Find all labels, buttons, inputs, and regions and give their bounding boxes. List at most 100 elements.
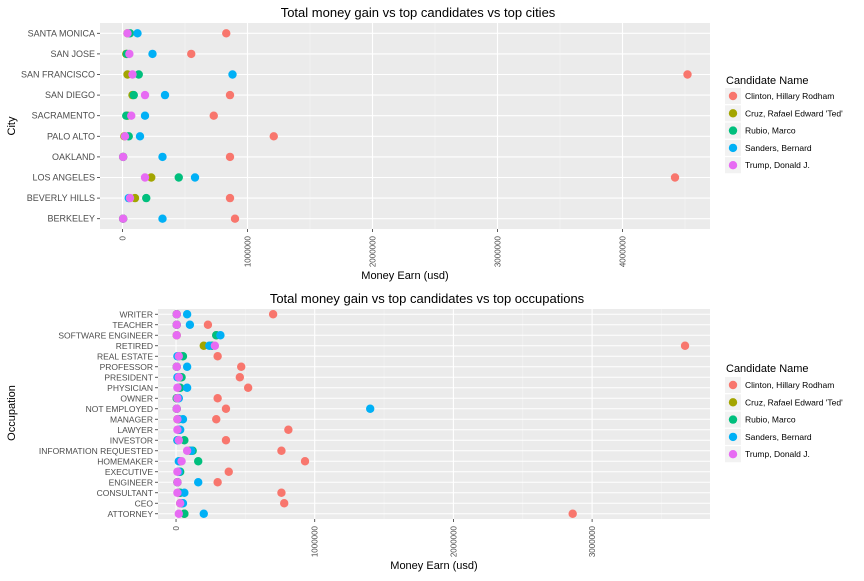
occupation-y-tick-label: HOMEMAKER <box>97 456 153 466</box>
city-point <box>125 193 135 203</box>
city-chart-title: Total money gain vs top candidates vs to… <box>281 5 556 20</box>
city-legend-swatch <box>728 109 738 118</box>
city-chart-x-tick-labels: 0 1000000 2000000 3000000 4000000 <box>119 229 628 267</box>
city-point <box>134 70 143 79</box>
occupation-chart-legend: Candidate Name Clinton, Hillary Rodham Cr… <box>725 363 843 463</box>
city-point <box>222 29 231 38</box>
city-y-tick-label: SAN DIEGO <box>45 90 95 100</box>
occupation-point <box>173 394 182 403</box>
city-y-tick-label: SAN JOSE <box>50 49 95 59</box>
occupation-point <box>173 488 182 497</box>
city-point <box>228 70 237 79</box>
occupation-chart-x-tick-labels: 0 1000000 2000000 3000000 <box>172 519 597 557</box>
city-y-tick-label: BEVERLY HILLS <box>27 193 95 203</box>
occupation-point <box>210 341 220 350</box>
city-y-tick-label: SAN FRANCISCO <box>21 70 95 80</box>
city-y-tick-label: SACRAMENTO <box>32 111 95 121</box>
occupation-point <box>284 425 293 434</box>
city-y-tick-label: PALO ALTO <box>47 131 95 141</box>
occupation-y-tick-label: NOT EMPLOYED <box>86 404 153 414</box>
city-x-tick-label: 0 <box>119 235 128 240</box>
city-point <box>174 173 183 182</box>
city-x-tick-label: 3000000 <box>494 235 503 267</box>
city-point <box>142 193 151 203</box>
occupation-point <box>172 362 181 371</box>
occupation-point <box>277 488 286 497</box>
city-point <box>135 132 145 141</box>
city-y-tick-label: BERKELEY <box>47 214 95 224</box>
city-x-tick-label: 4000000 <box>619 235 628 267</box>
occupation-point <box>277 446 286 455</box>
occupation-point <box>268 310 278 319</box>
occupation-point <box>235 373 245 382</box>
city-legend-swatch <box>728 126 738 135</box>
occupation-point <box>194 478 203 487</box>
city-point <box>118 152 128 162</box>
city-chart-x-axis-label: Money Earn (usd) <box>361 270 448 282</box>
city-point <box>158 152 167 162</box>
occupation-point <box>173 478 182 487</box>
occupation-chart-y-tick-labels: ATTORNEYCEOCONSULTANTENGINEEREXECUTIVEHO… <box>39 309 158 519</box>
city-point <box>129 90 138 100</box>
occupation-y-tick-label: RETIRED <box>116 341 153 351</box>
occupation-legend-swatch <box>728 415 738 424</box>
city-point <box>140 111 150 120</box>
occupation-point <box>182 310 192 319</box>
city-point <box>118 214 128 223</box>
occupation-legend-label: Cruz, Rafael Edward 'Ted' <box>745 397 843 407</box>
city-point <box>230 214 240 223</box>
city-chart: Total money gain vs top candidates vs to… <box>6 5 843 282</box>
occupation-y-tick-label: PHYSICIAN <box>107 383 153 393</box>
occupation-point <box>172 331 181 340</box>
occupation-point <box>174 509 184 518</box>
city-point <box>187 49 196 59</box>
occupation-point <box>182 383 192 392</box>
occupation-point <box>172 320 181 329</box>
occupation-y-tick-label: CONSULTANT <box>97 488 153 498</box>
occupation-y-tick-label: CEO <box>135 498 154 508</box>
occupation-point <box>185 320 195 329</box>
occupation-point <box>213 352 222 361</box>
city-point <box>120 132 130 141</box>
occupation-chart-legend-title: Candidate Name <box>726 363 809 375</box>
occupation-y-tick-label: PRESIDENT <box>104 372 153 382</box>
city-point <box>148 49 157 59</box>
city-point <box>225 152 235 162</box>
occupation-point <box>173 467 182 476</box>
city-point <box>683 70 692 79</box>
occupation-legend-label: Sanders, Bernard <box>745 432 812 442</box>
occupation-point <box>568 509 577 518</box>
occupation-chart-x-axis-label: Money Earn (usd) <box>390 560 477 572</box>
occupation-point <box>172 310 181 319</box>
occupation-point <box>173 383 182 392</box>
occupation-y-tick-label: SOFTWARE ENGINEER <box>58 330 153 340</box>
occupation-point <box>174 373 184 382</box>
city-chart-gridlines <box>100 23 710 229</box>
occupation-legend-label: Trump, Donald J. <box>745 449 810 459</box>
occupation-chart-gridlines <box>158 309 710 519</box>
city-point <box>225 90 235 100</box>
occupation-point <box>212 415 221 424</box>
occupation-point <box>172 404 181 413</box>
occupation-point <box>280 499 289 508</box>
occupation-point <box>194 457 203 466</box>
occupation-y-tick-label: REAL ESTATE <box>97 351 153 361</box>
city-chart-legend: Candidate Name Clinton, Hillary Rodham Cr… <box>725 75 843 174</box>
occupation-point <box>173 415 182 424</box>
city-point <box>225 193 235 203</box>
occupation-legend-swatch <box>728 432 738 442</box>
occupation-point <box>182 362 192 371</box>
occupation-point <box>199 509 208 518</box>
city-point <box>209 111 218 120</box>
occupation-point <box>173 425 182 434</box>
occupation-x-tick-label: 3000000 <box>588 525 597 557</box>
occupation-legend-label: Clinton, Hillary Rodham <box>745 380 834 390</box>
city-point <box>127 111 136 120</box>
city-legend-swatch <box>728 91 738 101</box>
occupation-point <box>237 362 246 371</box>
occupation-chart-title: Total money gain vs top candidates vs to… <box>270 291 585 306</box>
occupation-chart-y-axis-label: Occupation <box>6 385 18 441</box>
occupation-point <box>203 320 213 329</box>
city-legend-swatch <box>728 143 738 153</box>
